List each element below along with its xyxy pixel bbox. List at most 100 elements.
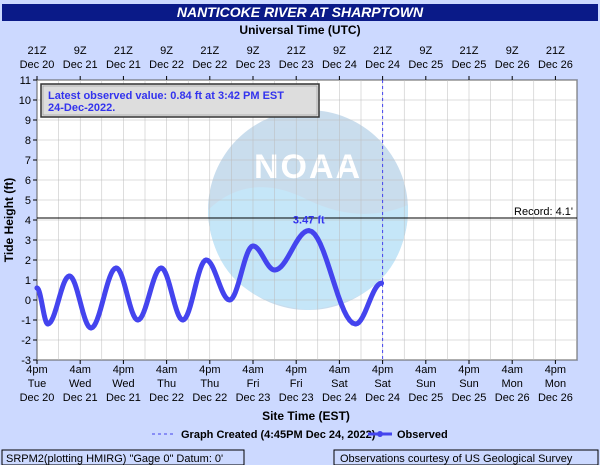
bottom-tick-label-time: 4pm <box>26 364 47 376</box>
bottom-tick-label-time: 4am <box>156 364 177 376</box>
top-tick-label-time: 21Z <box>460 45 479 57</box>
y-tick-label: 0 <box>25 295 31 307</box>
bottom-tick-label-day: Mon <box>501 378 522 390</box>
legend-graph-created: Graph Created (4:45PM Dec 24, 2022) <box>181 429 376 441</box>
bottom-tick-label-day: Thu <box>200 378 219 390</box>
observed-point <box>66 273 72 279</box>
top-x-axis: 21Z Dec 20 9Z Dec 21 21Z Dec 21 9Z Dec 22 21Z Dec… <box>20 45 573 80</box>
observed-point <box>158 265 164 271</box>
bottom-tick-label-day: Tue <box>28 378 47 390</box>
observed-point <box>88 325 94 331</box>
peak-value-label: 3.47 ft <box>293 215 325 227</box>
footer-left-text: SRPM2(plotting HMIRG) "Gage 0" Datum: 0' <box>6 453 223 465</box>
bottom-tick-label-time: 4am <box>329 364 350 376</box>
bottom-tick-label-time: 4pm <box>545 364 566 376</box>
observed-point <box>34 285 40 291</box>
bottom-x-axis: 4pm Tue Dec 20 4am Wed Dec 21 4pm Wed Dec 21 4am T… <box>20 360 573 404</box>
top-tick-label-time: 9Z <box>506 45 519 57</box>
y-tick-label: 7 <box>25 155 31 167</box>
observed-series-points <box>34 228 385 331</box>
bottom-tick-label-time: 4pm <box>285 364 306 376</box>
bottom-tick-label-date: Dec 20 <box>20 392 55 404</box>
top-tick-label-date: Dec 24 <box>322 59 357 71</box>
y-axis: -3 -2 -1 0 1 2 3 4 5 6 7 8 9 10 11 <box>19 75 37 367</box>
bottom-tick-label-day: Thu <box>157 378 176 390</box>
y-tick-label: -2 <box>21 335 31 347</box>
chart-title: NANTICOKE RIVER AT SHARPTOWN <box>177 4 424 20</box>
footer-right-text: Observations courtesy of US Geological S… <box>340 453 573 465</box>
y-tick-label: 5 <box>25 195 31 207</box>
footer-right-box <box>333 449 599 465</box>
bottom-tick-label-date: Dec 24 <box>365 392 400 404</box>
bottom-tick-label-time: 4pm <box>372 364 393 376</box>
top-tick-label-time: 21Z <box>28 45 47 57</box>
y-tick-label: 9 <box>25 115 31 127</box>
bottom-tick-label-time: 4am <box>69 364 90 376</box>
y-tick-label: 10 <box>19 95 31 107</box>
bottom-tick-label-date: Dec 21 <box>63 392 98 404</box>
top-tick-label-date: Dec 21 <box>63 59 98 71</box>
grid-lines <box>36 79 578 361</box>
bottom-tick-label-day: Wed <box>112 378 134 390</box>
top-tick-label-date: Dec 26 <box>538 59 573 71</box>
top-tick-label-time: 21Z <box>546 45 565 57</box>
observed-point <box>45 321 51 327</box>
top-tick-label-time: 9Z <box>74 45 87 57</box>
bottom-axis-title: Site Time (EST) <box>262 409 350 423</box>
top-tick-label-date: Dec 21 <box>106 59 141 71</box>
bottom-tick-label-time: 4pm <box>199 364 220 376</box>
top-tick-label-date: Dec 25 <box>452 59 487 71</box>
legend-observed: Observed <box>397 429 448 441</box>
observed-point <box>353 321 359 327</box>
observed-point <box>250 243 256 249</box>
observed-point <box>135 317 141 323</box>
y-tick-label: 8 <box>25 135 31 147</box>
y-tick-label: 1 <box>25 275 31 287</box>
bottom-tick-label-day: Mon <box>545 378 566 390</box>
bottom-tick-label-time: 4am <box>501 364 522 376</box>
svg-text:NOAA: NOAA <box>254 148 362 186</box>
bottom-tick-label-day: Sat <box>374 378 391 390</box>
top-tick-label-date: Dec 24 <box>365 59 400 71</box>
top-axis-title: Universal Time (UTC) <box>239 23 360 37</box>
observed-point <box>379 280 385 286</box>
bottom-tick-label-day: Sun <box>416 378 436 390</box>
top-tick-label-time: 21Z <box>287 45 306 57</box>
bottom-tick-label-date: Dec 26 <box>538 392 573 404</box>
y-tick-label: 4 <box>25 215 31 227</box>
bottom-tick-label-date: Dec 25 <box>408 392 443 404</box>
y-tick-label: -1 <box>21 315 31 327</box>
observed-point <box>203 257 209 263</box>
bottom-tick-label-date: Dec 23 <box>279 392 314 404</box>
y-tick-label: 3 <box>25 235 31 247</box>
top-tick-label-time: 21Z <box>114 45 133 57</box>
top-tick-label-date: Dec 20 <box>20 59 55 71</box>
top-tick-label-date: Dec 26 <box>495 59 530 71</box>
record-label: Record: 4.1' <box>514 206 573 218</box>
top-tick-label-time: 9Z <box>419 45 432 57</box>
y-tick-label: 6 <box>25 175 31 187</box>
top-tick-label-time: 21Z <box>373 45 392 57</box>
top-tick-label-date: Dec 22 <box>192 59 227 71</box>
bottom-tick-label-day: Sat <box>331 378 348 390</box>
bottom-tick-label-date: Dec 21 <box>106 392 141 404</box>
top-tick-label-date: Dec 23 <box>236 59 271 71</box>
top-tick-label-time: 21Z <box>200 45 219 57</box>
bottom-tick-label-time: 4pm <box>113 364 134 376</box>
latest-value-box <box>40 83 320 118</box>
bottom-tick-label-date: Dec 22 <box>149 392 184 404</box>
title-bar <box>2 4 598 21</box>
bottom-tick-label-day: Fri <box>290 378 303 390</box>
observed-point <box>113 265 119 271</box>
y-tick-label: 2 <box>25 255 31 267</box>
top-tick-label-time: 9Z <box>247 45 260 57</box>
observed-point <box>306 228 312 234</box>
top-tick-label-date: Dec 25 <box>408 59 443 71</box>
footer-left-box <box>1 449 245 465</box>
y-tick-label: -3 <box>21 355 31 367</box>
bottom-tick-label-time: 4pm <box>458 364 479 376</box>
y-tick-label: 11 <box>20 75 31 87</box>
bottom-tick-label-date: Dec 24 <box>322 392 357 404</box>
